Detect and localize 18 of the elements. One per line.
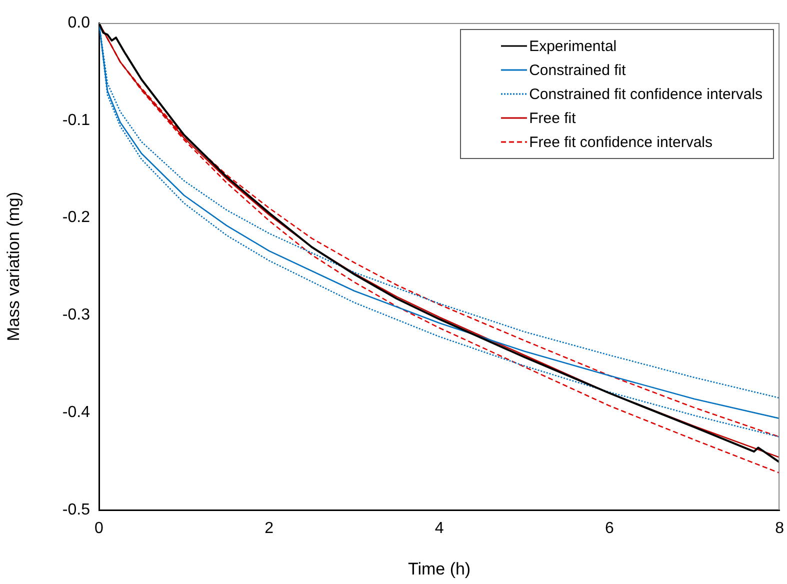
legend-label: Free fit: [529, 110, 576, 126]
x-tick-label: 8: [775, 520, 784, 538]
y-tick-label: 0.0: [68, 14, 90, 32]
y-tick-label: -0.1: [62, 112, 90, 129]
y-tick-label: -0.4: [62, 404, 90, 422]
x-tick-label: 0: [94, 520, 104, 538]
x-tick-label: 2: [264, 520, 274, 538]
y-tick-label: -0.3: [62, 306, 90, 324]
legend-label: Free fit confidence intervals: [529, 134, 712, 150]
x-axis-title: Time (h): [408, 559, 471, 578]
legend-label: Constrained fit: [529, 62, 626, 78]
legend-label: Constrained fit confidence intervals: [529, 86, 763, 102]
y-axis-title: Mass variation (mg): [4, 192, 23, 342]
y-tick-label: -0.2: [62, 209, 90, 226]
y-tick-label: -0.5: [62, 501, 90, 518]
x-tick-label: 6: [604, 520, 614, 538]
x-tick-label: 4: [434, 520, 444, 538]
legend-label: Experimental: [529, 38, 617, 54]
